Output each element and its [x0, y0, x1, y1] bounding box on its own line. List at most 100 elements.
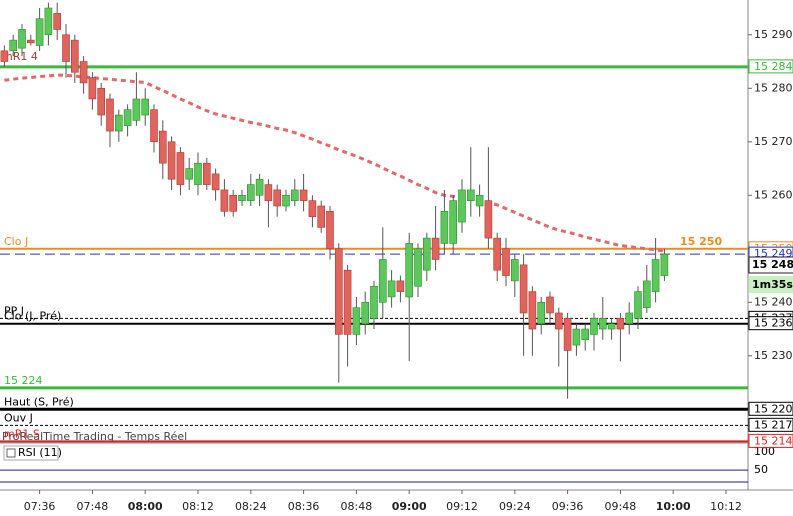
level-name: Clo J	[4, 235, 28, 248]
y-tick-label: 15 280	[754, 81, 793, 94]
x-tick-label: 07:36	[24, 500, 56, 513]
rsi-tick-label: 50	[754, 463, 768, 476]
level-name: Clo (J, Pré)	[4, 310, 61, 323]
level-label-box	[748, 59, 793, 74]
candle-body	[53, 13, 62, 30]
candle-body	[44, 7, 53, 36]
y-tick-label: 15 230	[754, 349, 793, 362]
candle-body	[554, 312, 563, 330]
rsi-checkbox[interactable]	[6, 448, 16, 458]
top-left-label: mR1 4	[2, 50, 38, 63]
level-name: PP J	[4, 304, 24, 317]
candle-body	[334, 248, 343, 335]
candle-body	[150, 109, 158, 143]
rsi-title: RSI (11)	[18, 446, 62, 459]
candle-body	[0, 50, 9, 62]
candle-body	[247, 184, 255, 201]
candle-body	[431, 237, 440, 260]
x-tick-label: 08:48	[341, 500, 373, 513]
candle-body	[422, 237, 431, 271]
x-tick-label: 08:36	[288, 500, 320, 513]
candle-body	[211, 173, 220, 191]
level-name: 15 224	[4, 374, 43, 387]
candle-body	[238, 194, 246, 201]
candle-body	[167, 141, 176, 180]
timer-box	[749, 276, 793, 293]
candle-body	[264, 184, 273, 201]
candle-body	[414, 248, 422, 287]
level-label-box	[748, 316, 793, 331]
level-label-box	[748, 401, 793, 416]
candle-body	[299, 189, 308, 201]
level-label: 15 236	[754, 317, 793, 330]
level-name: Ouv J	[4, 411, 33, 424]
candle-body	[141, 98, 149, 116]
candle-body	[159, 130, 167, 164]
candle-body	[528, 291, 537, 330]
candle-body	[62, 34, 70, 62]
candle-body	[370, 285, 378, 319]
candle-body	[537, 301, 546, 324]
timer-label: 1m35s	[752, 278, 793, 291]
x-tick-label: 08:00	[128, 500, 163, 513]
candle-body	[229, 194, 237, 212]
y-tick-label: 15 260	[754, 188, 793, 201]
candle-body	[255, 178, 264, 196]
candle-body	[176, 152, 185, 185]
x-tick-label: 10:00	[656, 500, 691, 513]
candle-body	[97, 87, 105, 116]
candle-body	[317, 205, 326, 228]
x-tick-label: 09:12	[446, 500, 478, 513]
candle-body	[607, 323, 616, 330]
candle-body	[475, 194, 484, 207]
candle-body	[484, 200, 493, 239]
candle-body	[308, 200, 317, 217]
x-tick-label: 08:12	[182, 500, 214, 513]
orange-label: 15 250	[680, 235, 722, 248]
candle-body	[458, 189, 466, 223]
candle-body	[440, 211, 449, 244]
level-label-box	[748, 417, 793, 432]
level-label: 15 284	[754, 60, 793, 73]
candle-body	[563, 318, 572, 351]
candle-body	[616, 318, 625, 330]
y-tick-label: 15 290	[754, 28, 793, 41]
candle-body	[642, 280, 651, 308]
level-label: 15 214	[754, 434, 793, 447]
level-label: 15 217	[754, 418, 793, 431]
candle-body	[660, 253, 669, 276]
candle-body	[598, 318, 607, 330]
level-label-box	[748, 433, 793, 448]
candle-body	[590, 318, 598, 335]
candle-body	[449, 200, 458, 244]
level-name: Haut (S, Pré)	[4, 395, 74, 408]
candle-body	[546, 296, 554, 314]
candle-body	[352, 307, 361, 335]
candle-body	[194, 162, 202, 185]
candle-body	[203, 162, 211, 185]
candle-body	[326, 211, 334, 250]
candle-body	[35, 18, 44, 46]
candle-body	[651, 259, 660, 292]
candle-body	[634, 291, 642, 319]
candle-body	[79, 61, 88, 84]
candle-body	[26, 39, 35, 44]
candle-body	[18, 29, 26, 49]
candle-body	[581, 328, 590, 341]
x-tick-label: 09:36	[552, 500, 584, 513]
candle-body	[466, 189, 475, 201]
y-tick-label: 15 270	[754, 135, 793, 148]
x-tick-label: 10:12	[710, 500, 742, 513]
moving-average	[4, 73, 665, 253]
rsi-legend	[3, 445, 59, 461]
candle-body	[343, 269, 352, 335]
price-label: 15 248	[752, 258, 793, 271]
rsi-tick-label: 100	[754, 445, 775, 458]
candle-body	[71, 39, 79, 73]
level-label: 15 220	[754, 402, 793, 415]
candle-body	[510, 259, 519, 282]
candle-body	[185, 168, 193, 180]
x-tick-label: 09:48	[605, 500, 637, 513]
